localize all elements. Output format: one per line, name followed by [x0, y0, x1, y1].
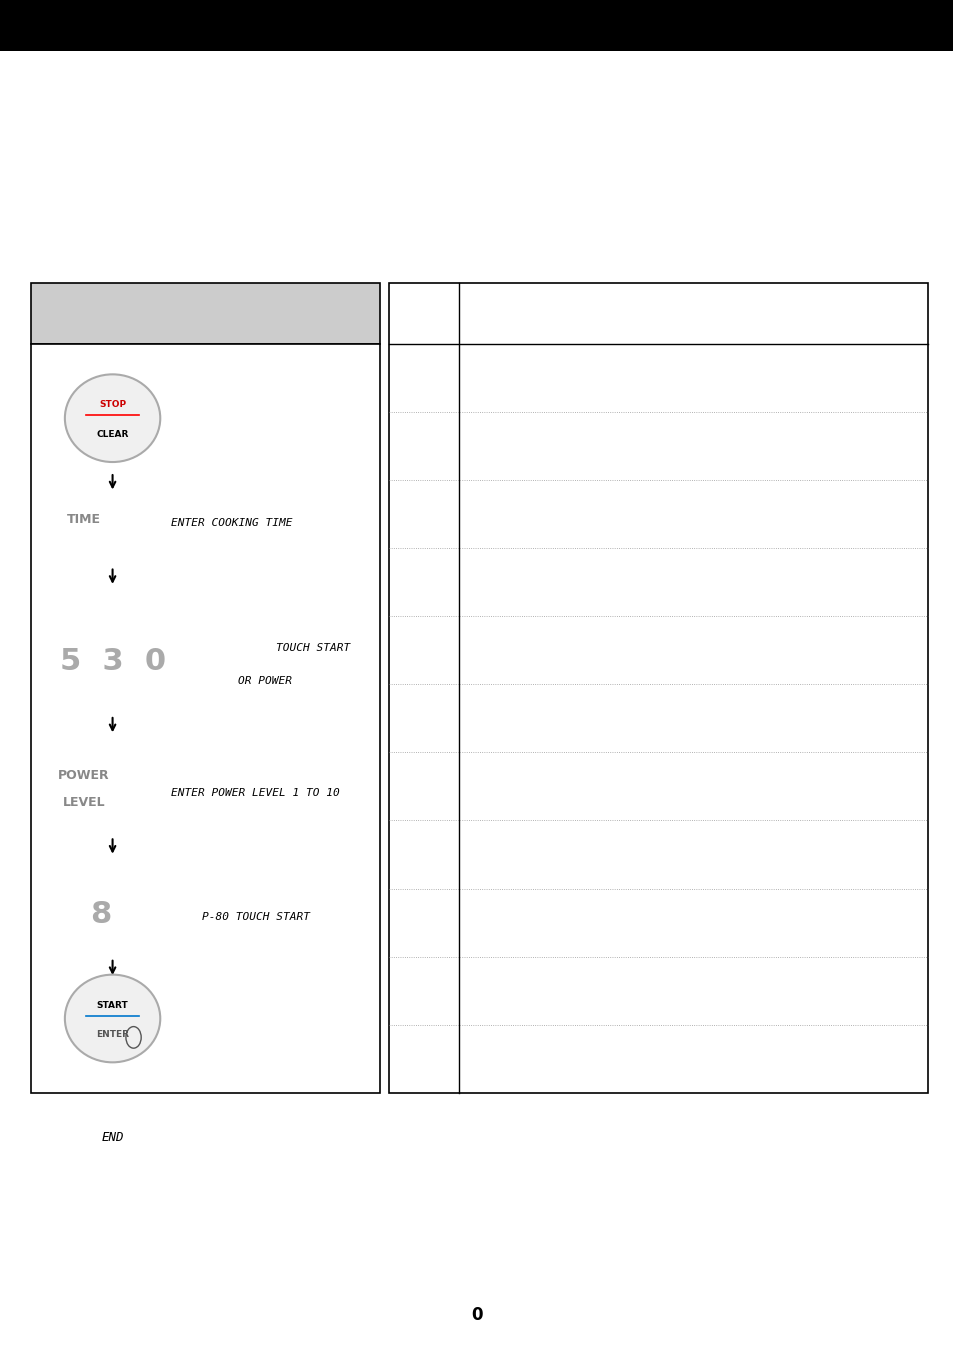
- Text: STOP: STOP: [99, 401, 126, 409]
- Text: ENTER POWER LEVEL 1 TO 10: ENTER POWER LEVEL 1 TO 10: [172, 788, 339, 799]
- FancyBboxPatch shape: [31, 344, 379, 1093]
- Text: OR POWER: OR POWER: [238, 676, 292, 687]
- Text: ENTER COOKING TIME: ENTER COOKING TIME: [171, 518, 293, 529]
- Text: 5  3  0: 5 3 0: [59, 646, 166, 676]
- Ellipse shape: [65, 974, 160, 1063]
- Text: ENTER: ENTER: [96, 1031, 129, 1039]
- Text: 0: 0: [471, 1306, 482, 1325]
- Text: TOUCH START: TOUCH START: [275, 642, 350, 653]
- Text: CLEAR: CLEAR: [96, 430, 129, 438]
- FancyBboxPatch shape: [389, 283, 927, 1093]
- Text: START: START: [96, 1001, 129, 1009]
- Text: P-80 TOUCH START: P-80 TOUCH START: [201, 912, 310, 923]
- Ellipse shape: [65, 374, 160, 461]
- Text: POWER: POWER: [58, 769, 110, 782]
- Text: TIME: TIME: [67, 513, 101, 526]
- Text: 8: 8: [91, 900, 112, 929]
- FancyBboxPatch shape: [31, 283, 379, 344]
- Text: END: END: [101, 1130, 124, 1144]
- FancyBboxPatch shape: [0, 0, 953, 51]
- Text: LEVEL: LEVEL: [63, 796, 105, 809]
